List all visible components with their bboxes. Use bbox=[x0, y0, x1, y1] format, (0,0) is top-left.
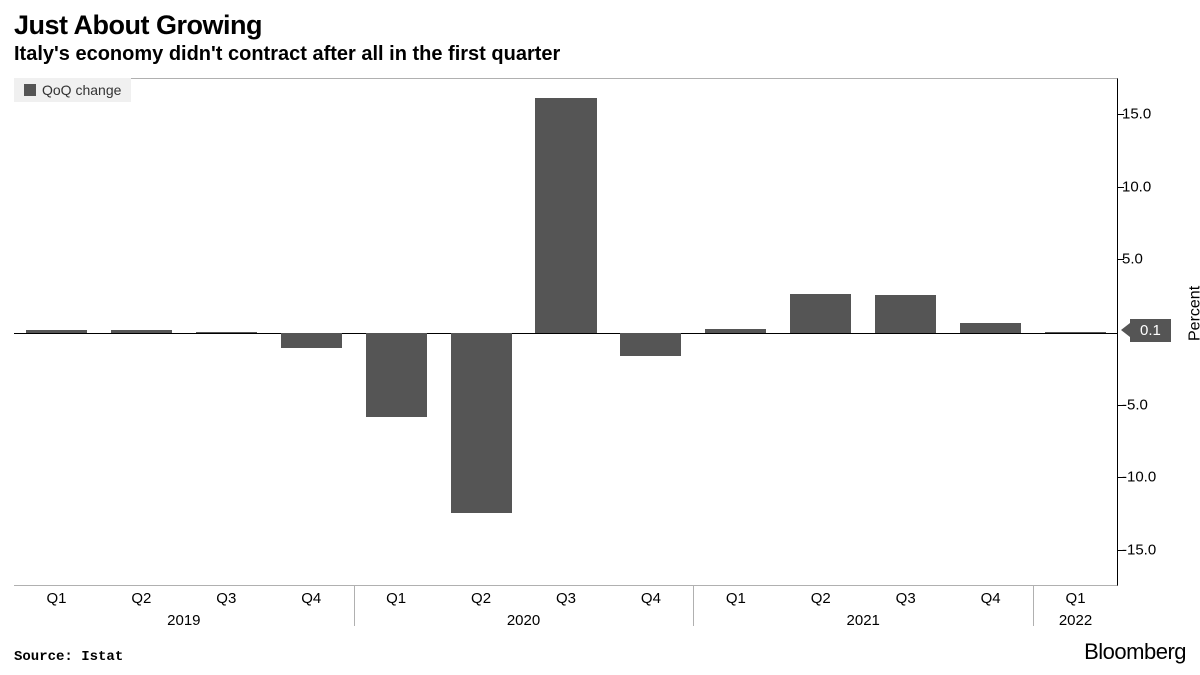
bar bbox=[705, 329, 766, 333]
x-tick-quarter: Q1 bbox=[1066, 590, 1086, 607]
zero-line bbox=[14, 333, 1117, 334]
legend: QoQ change bbox=[14, 78, 131, 102]
bar bbox=[960, 323, 1021, 333]
brand-label: Bloomberg bbox=[1084, 639, 1186, 665]
x-tick-quarter: Q1 bbox=[386, 590, 406, 607]
x-year-separator bbox=[1033, 586, 1034, 626]
chart-title: Just About Growing bbox=[14, 10, 1200, 41]
bar bbox=[620, 333, 681, 356]
y-tick-label: -5.0 bbox=[1122, 396, 1148, 413]
bar bbox=[875, 295, 936, 333]
x-tick-year: 2019 bbox=[167, 612, 200, 629]
x-tick-quarter: Q3 bbox=[216, 590, 236, 607]
x-tick-quarter: Q3 bbox=[896, 590, 916, 607]
x-tick-quarter: Q1 bbox=[46, 590, 66, 607]
bar bbox=[196, 332, 257, 333]
yaxis-label: Percent bbox=[1187, 286, 1200, 341]
x-tick-year: 2020 bbox=[507, 612, 540, 629]
bar bbox=[26, 330, 87, 333]
x-tick-quarter: Q4 bbox=[981, 590, 1001, 607]
x-year-separator bbox=[693, 586, 694, 626]
y-tick-label: -15.0 bbox=[1122, 541, 1156, 558]
x-tick-quarter: Q4 bbox=[641, 590, 661, 607]
bar bbox=[790, 294, 851, 333]
x-tick-quarter: Q4 bbox=[301, 590, 321, 607]
y-tick-label: 5.0 bbox=[1122, 251, 1143, 268]
chart-subtitle: Italy's economy didn't contract after al… bbox=[14, 43, 1200, 66]
x-year-separator bbox=[354, 586, 355, 626]
bar bbox=[281, 333, 342, 348]
legend-swatch bbox=[24, 84, 36, 96]
x-tick-quarter: Q2 bbox=[471, 590, 491, 607]
y-tick-label: 10.0 bbox=[1122, 178, 1151, 195]
x-tick-quarter: Q2 bbox=[811, 590, 831, 607]
legend-label: QoQ change bbox=[42, 82, 121, 98]
y-tick-label: -10.0 bbox=[1122, 469, 1156, 486]
value-tooltip: 0.1 bbox=[1130, 319, 1171, 342]
bar bbox=[111, 330, 172, 333]
bar bbox=[366, 333, 427, 417]
x-tick-year: 2022 bbox=[1059, 612, 1092, 629]
bar bbox=[451, 333, 512, 513]
x-tick-year: 2021 bbox=[847, 612, 880, 629]
x-tick-quarter: Q3 bbox=[556, 590, 576, 607]
chart-container: Just About Growing Italy's economy didn'… bbox=[0, 0, 1200, 675]
x-tick-quarter: Q2 bbox=[131, 590, 151, 607]
y-tick-label: 15.0 bbox=[1122, 106, 1151, 123]
bar bbox=[1045, 332, 1106, 333]
bar bbox=[535, 98, 596, 333]
plot-area bbox=[14, 78, 1118, 586]
source-label: Source: Istat bbox=[14, 649, 123, 665]
x-tick-quarter: Q1 bbox=[726, 590, 746, 607]
